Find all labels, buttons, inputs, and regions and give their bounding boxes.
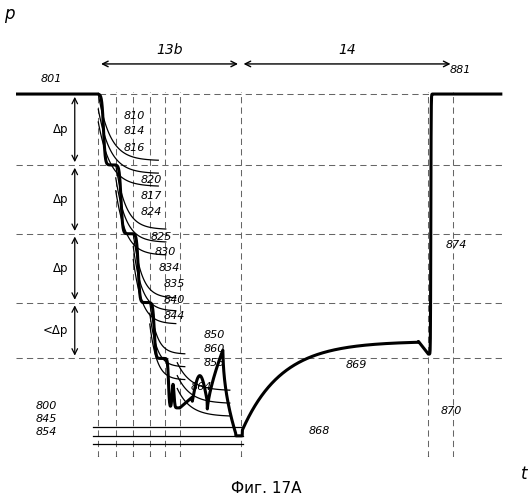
- Text: 830: 830: [155, 247, 176, 257]
- Text: 864: 864: [191, 382, 212, 392]
- Text: t: t: [521, 465, 527, 483]
- Text: 825: 825: [151, 232, 172, 242]
- Text: 816: 816: [123, 143, 145, 153]
- Text: 824: 824: [141, 207, 162, 217]
- Text: 860: 860: [203, 344, 225, 354]
- Text: 869: 869: [346, 360, 367, 370]
- Text: 817: 817: [141, 191, 162, 202]
- Text: <Δp: <Δp: [43, 324, 69, 337]
- Text: 835: 835: [163, 279, 185, 289]
- Text: Фиг. 17А: Фиг. 17А: [230, 481, 301, 496]
- Text: 820: 820: [141, 176, 162, 186]
- Text: 801: 801: [41, 74, 62, 84]
- Text: 850: 850: [203, 330, 225, 340]
- Text: Δp: Δp: [53, 261, 69, 274]
- Text: 14: 14: [338, 43, 356, 57]
- Text: Δp: Δp: [53, 123, 69, 136]
- Text: 855: 855: [203, 358, 225, 368]
- Text: 810: 810: [123, 111, 145, 121]
- Text: 881: 881: [450, 65, 471, 75]
- Text: 870: 870: [441, 406, 462, 416]
- Text: 814: 814: [123, 126, 145, 136]
- Text: 840: 840: [163, 295, 185, 305]
- Text: 834: 834: [159, 263, 180, 273]
- Text: Δp: Δp: [53, 193, 69, 206]
- Text: 800: 800: [36, 401, 57, 411]
- Text: 845: 845: [36, 414, 57, 424]
- Text: 13b: 13b: [156, 43, 183, 57]
- Text: 844: 844: [163, 311, 185, 321]
- Text: 868: 868: [308, 426, 330, 436]
- Text: 874: 874: [446, 240, 467, 250]
- Text: p: p: [4, 5, 15, 23]
- Text: 854: 854: [36, 427, 57, 437]
